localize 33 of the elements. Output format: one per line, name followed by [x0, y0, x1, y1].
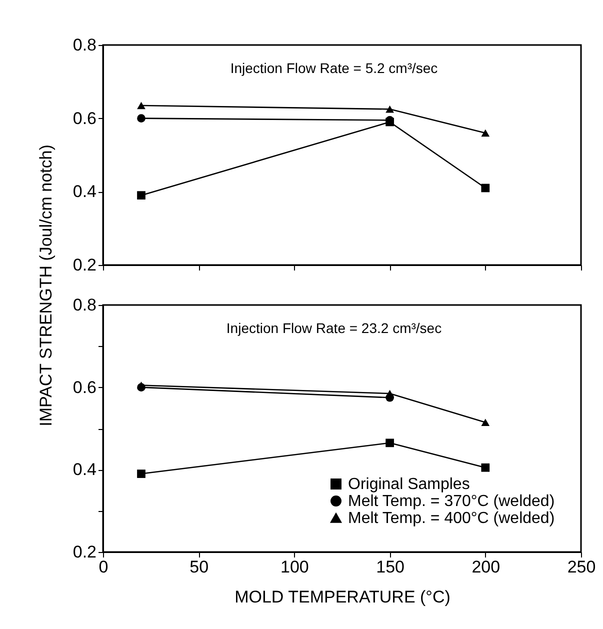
- legend-label: Original Samples: [348, 476, 470, 493]
- y-tick-label: 0.6: [72, 108, 96, 128]
- point: [481, 129, 490, 137]
- point: [481, 463, 490, 472]
- point: [481, 418, 490, 426]
- annotation: Injection Flow Rate = 23.2 cm³/sec: [226, 320, 442, 336]
- point: [137, 470, 146, 478]
- point: [137, 114, 146, 123]
- point: [137, 382, 146, 389]
- point: [386, 106, 394, 113]
- point: [137, 102, 146, 110]
- x-axis-title: MOLD TEMPERATURE (°C): [234, 588, 450, 606]
- y-tick-label: 0.2: [72, 542, 96, 562]
- point: [386, 438, 394, 448]
- x-tick-label: 0: [98, 558, 108, 576]
- point: [137, 191, 146, 200]
- x-tick-label: 200: [472, 558, 500, 576]
- legend-label: Melt Temp. = 400°C (welded): [348, 510, 555, 527]
- y-axis-title: IMPACT STRENGTH (Joul/cm notch): [36, 144, 56, 426]
- y-tick-label: 0.6: [72, 378, 96, 397]
- annotation: Injection Flow Rate = 5.2 cm³/sec: [230, 60, 438, 76]
- y-tick-label: 0.4: [72, 182, 96, 202]
- legend-label: Melt Temp. = 370°C (welded): [348, 493, 555, 510]
- x-tick-label: 250: [567, 558, 596, 576]
- x-tick-label: 50: [190, 558, 209, 576]
- y-tick-label: 0.4: [72, 460, 96, 480]
- x-tick-label: 150: [376, 558, 404, 576]
- y-tick-label: 0.8: [72, 36, 96, 54]
- x-tick-label: 100: [280, 558, 309, 576]
- point: [481, 184, 490, 192]
- y-tick-label: 0.8: [72, 296, 96, 314]
- y-tick-label: 0.2: [72, 256, 96, 274]
- point: [386, 390, 394, 398]
